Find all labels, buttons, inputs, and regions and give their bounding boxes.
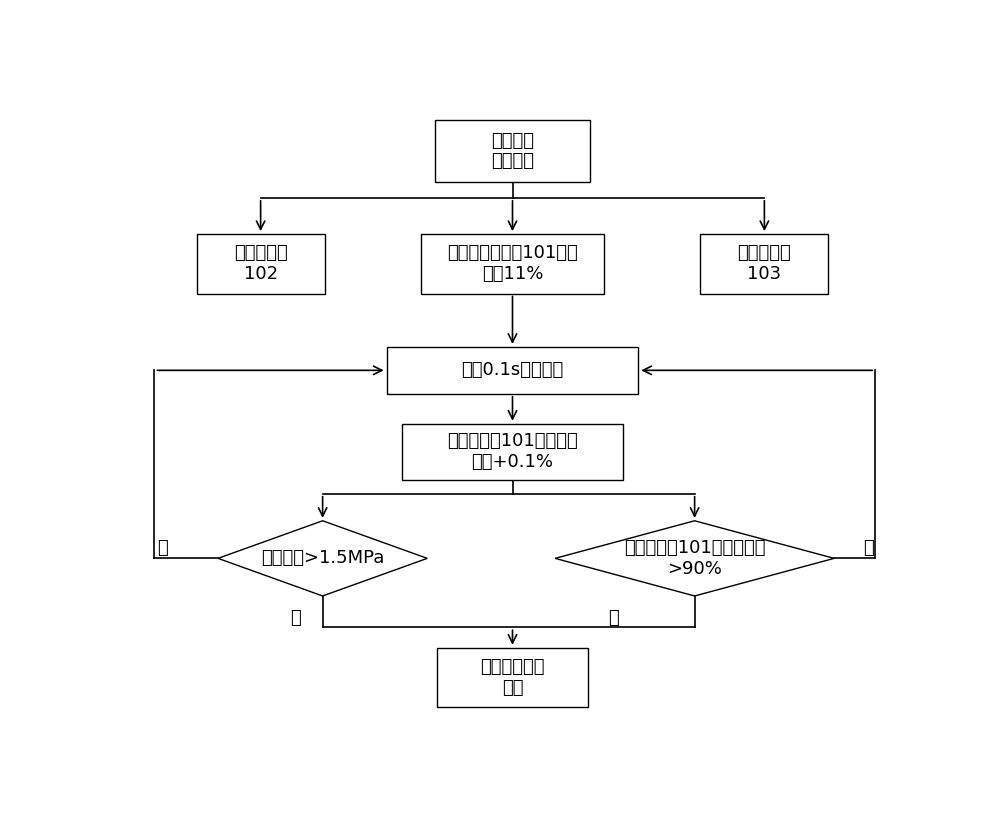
Text: 增压比例阀101控制值是否
>90%: 增压比例阀101控制值是否 >90%: [624, 539, 765, 578]
FancyBboxPatch shape: [700, 234, 828, 294]
Text: 否: 否: [157, 539, 168, 557]
Text: 增压第一阶段
终止: 增压第一阶段 终止: [480, 658, 545, 697]
Text: 增压比例阀101控制值，
每秒+0.1%: 增压比例阀101控制值， 每秒+0.1%: [447, 432, 578, 471]
Polygon shape: [555, 521, 834, 596]
Text: 设定增压比例阀101控制
值为11%: 设定增压比例阀101控制 值为11%: [447, 244, 578, 283]
FancyBboxPatch shape: [387, 347, 638, 394]
Text: 压力是否>1.5MPa: 压力是否>1.5MPa: [261, 549, 384, 567]
Text: 是: 是: [608, 609, 619, 627]
FancyBboxPatch shape: [402, 423, 623, 480]
FancyBboxPatch shape: [421, 234, 604, 294]
FancyBboxPatch shape: [197, 234, 325, 294]
FancyBboxPatch shape: [435, 120, 590, 182]
FancyBboxPatch shape: [437, 648, 588, 707]
Text: 启动供油泵
102: 启动供油泵 102: [234, 244, 288, 283]
Text: 调用0.1s定时中断: 调用0.1s定时中断: [461, 361, 564, 379]
Text: 启动增压泵
103: 启动增压泵 103: [738, 244, 791, 283]
Text: 否: 否: [864, 539, 874, 557]
Text: 第一阶段
增压指令: 第一阶段 增压指令: [491, 132, 534, 170]
Polygon shape: [218, 521, 427, 596]
Text: 是: 是: [290, 609, 301, 627]
